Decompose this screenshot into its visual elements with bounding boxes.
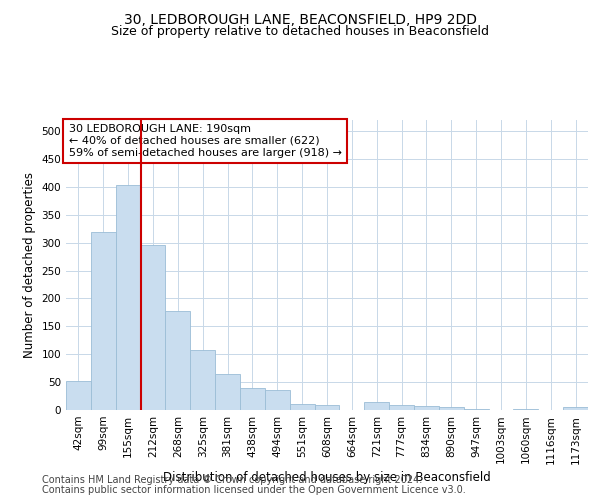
Bar — [389, 405, 414, 410]
Bar — [66, 381, 91, 410]
Bar — [265, 390, 290, 410]
Bar — [116, 185, 140, 410]
Text: Contains public sector information licensed under the Open Government Licence v3: Contains public sector information licen… — [42, 485, 466, 495]
X-axis label: Distribution of detached houses by size in Beaconsfield: Distribution of detached houses by size … — [163, 470, 491, 484]
Text: 30, LEDBOROUGH LANE, BEACONSFIELD, HP9 2DD: 30, LEDBOROUGH LANE, BEACONSFIELD, HP9 2… — [124, 12, 476, 26]
Bar — [563, 407, 588, 410]
Y-axis label: Number of detached properties: Number of detached properties — [23, 172, 36, 358]
Bar — [364, 402, 389, 410]
Text: Contains HM Land Registry data © Crown copyright and database right 2024.: Contains HM Land Registry data © Crown c… — [42, 475, 422, 485]
Bar — [215, 374, 240, 410]
Bar — [439, 407, 464, 410]
Bar — [140, 246, 166, 410]
Bar — [414, 406, 439, 410]
Text: 30 LEDBOROUGH LANE: 190sqm
← 40% of detached houses are smaller (622)
59% of sem: 30 LEDBOROUGH LANE: 190sqm ← 40% of deta… — [68, 124, 341, 158]
Bar — [240, 388, 265, 410]
Text: Size of property relative to detached houses in Beaconsfield: Size of property relative to detached ho… — [111, 25, 489, 38]
Bar — [314, 405, 340, 410]
Bar — [91, 232, 116, 410]
Bar — [190, 350, 215, 410]
Bar — [290, 404, 314, 410]
Bar — [464, 409, 488, 410]
Bar — [166, 310, 190, 410]
